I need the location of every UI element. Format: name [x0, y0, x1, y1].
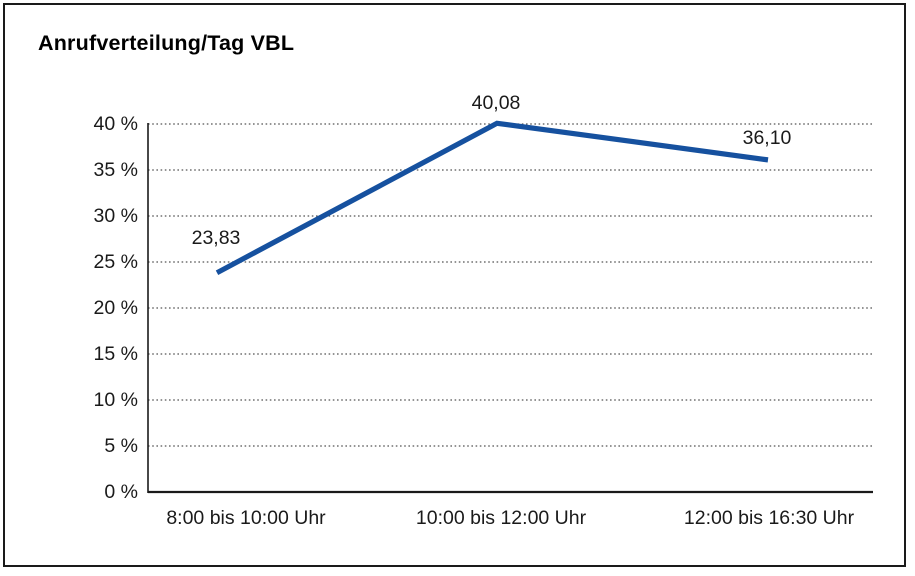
y-tick-label: 20 %: [93, 297, 138, 319]
x-axis-category-label: 8:00 bis 10:00 Uhr: [166, 507, 326, 529]
data-series-line: [215, 120, 769, 276]
y-tick-label: 40 %: [93, 113, 138, 135]
y-tick-label: 5 %: [104, 435, 138, 457]
y-tick-label: 35 %: [93, 159, 138, 181]
data-point-label: 36,10: [742, 126, 792, 149]
chart-title: Anrufverteilung/Tag VBL: [38, 31, 295, 55]
data-point-label: 40,08: [471, 92, 521, 115]
y-tick-label: 0 %: [104, 481, 138, 503]
x-axis-category-label: 10:00 bis 12:00 Uhr: [415, 507, 587, 529]
y-tick-label: 30 %: [93, 205, 138, 227]
y-tick-label: 25 %: [93, 251, 138, 273]
chart-frame: [3, 3, 906, 567]
data-point-label: 23,83: [191, 226, 241, 249]
x-axis-category-label: 12:00 bis 16:30 Uhr: [683, 507, 855, 529]
y-tick-label: 10 %: [93, 389, 138, 411]
y-tick-label: 15 %: [93, 343, 138, 365]
